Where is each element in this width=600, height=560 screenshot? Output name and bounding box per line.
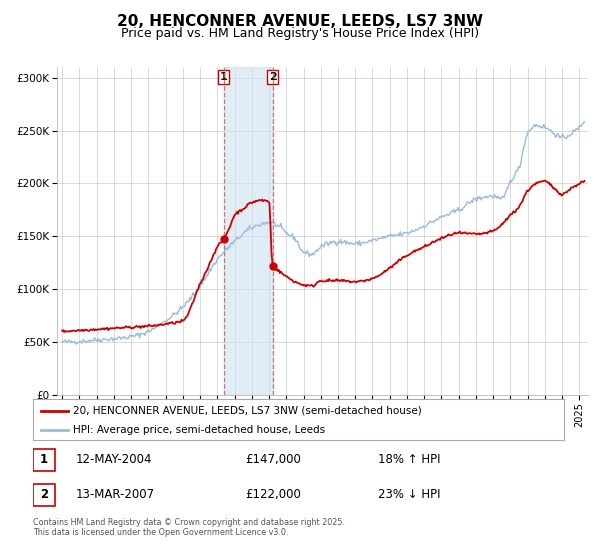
Text: 20, HENCONNER AVENUE, LEEDS, LS7 3NW: 20, HENCONNER AVENUE, LEEDS, LS7 3NW: [117, 14, 483, 29]
Text: 2: 2: [269, 72, 277, 82]
Text: 23% ↓ HPI: 23% ↓ HPI: [378, 488, 440, 501]
Text: Price paid vs. HM Land Registry's House Price Index (HPI): Price paid vs. HM Land Registry's House …: [121, 27, 479, 40]
Text: 1: 1: [220, 72, 227, 82]
Text: HPI: Average price, semi-detached house, Leeds: HPI: Average price, semi-detached house,…: [73, 424, 325, 435]
FancyBboxPatch shape: [33, 484, 55, 506]
Text: £122,000: £122,000: [245, 488, 301, 501]
Text: 1: 1: [40, 454, 48, 466]
Text: 2: 2: [40, 488, 48, 501]
Text: Contains HM Land Registry data © Crown copyright and database right 2025.
This d: Contains HM Land Registry data © Crown c…: [33, 518, 345, 538]
Text: 13-MAR-2007: 13-MAR-2007: [76, 488, 155, 501]
Text: 12-MAY-2004: 12-MAY-2004: [76, 454, 152, 466]
Text: 18% ↑ HPI: 18% ↑ HPI: [378, 454, 440, 466]
Text: £147,000: £147,000: [245, 454, 301, 466]
Bar: [224, 67, 272, 395]
Text: 20, HENCONNER AVENUE, LEEDS, LS7 3NW (semi-detached house): 20, HENCONNER AVENUE, LEEDS, LS7 3NW (se…: [73, 405, 422, 416]
FancyBboxPatch shape: [33, 449, 55, 471]
